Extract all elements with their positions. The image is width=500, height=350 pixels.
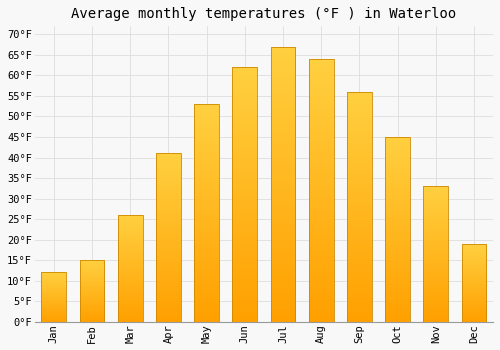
Bar [80, 260, 104, 322]
Bar [309, 59, 334, 322]
Bar [347, 92, 372, 322]
Bar [118, 215, 142, 322]
Bar [385, 137, 410, 322]
Bar [156, 153, 181, 322]
Bar [42, 272, 66, 322]
Bar [232, 67, 257, 322]
Title: Average monthly temperatures (°F ) in Waterloo: Average monthly temperatures (°F ) in Wa… [72, 7, 456, 21]
Bar [424, 186, 448, 322]
Bar [462, 244, 486, 322]
Bar [194, 104, 219, 322]
Bar [270, 47, 295, 322]
